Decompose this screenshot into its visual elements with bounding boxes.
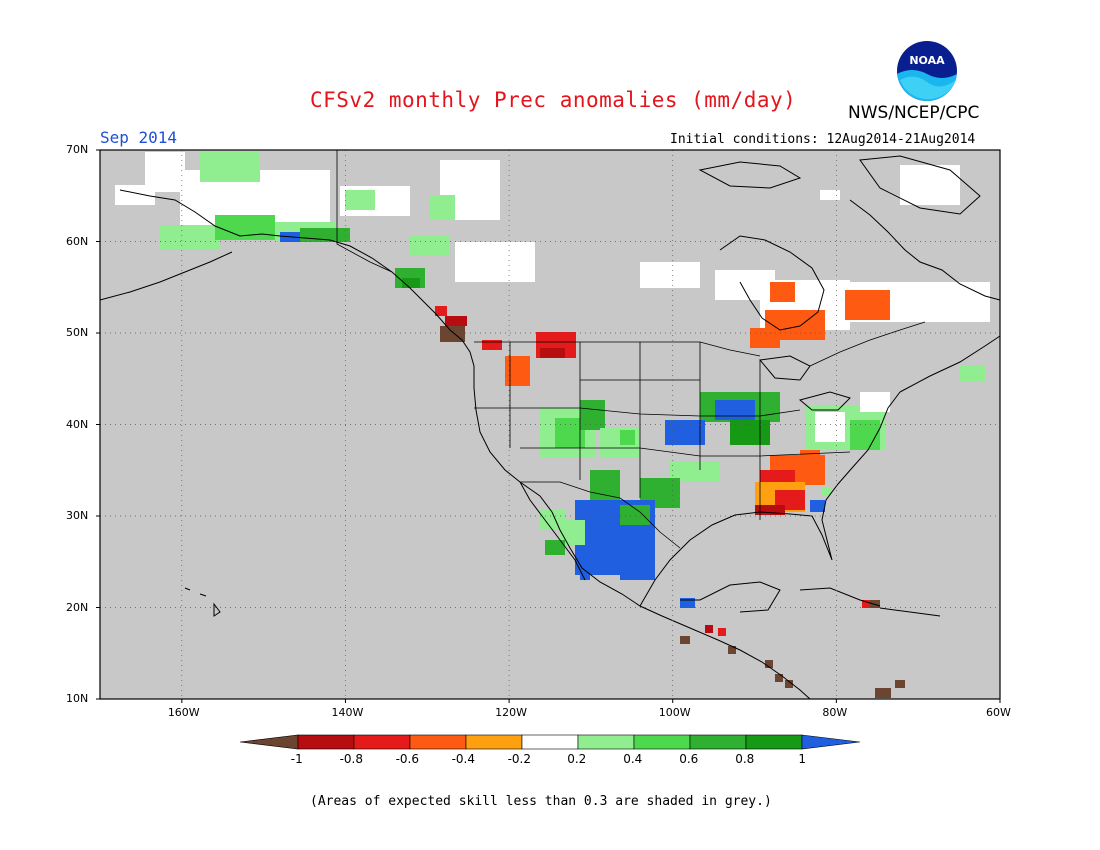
anomaly-patch	[115, 185, 155, 205]
anomaly-patch	[580, 568, 590, 580]
anomaly-patch	[860, 392, 890, 412]
colorbar-swatch	[577, 734, 635, 750]
latitude-label: 10N	[66, 692, 89, 705]
anomaly-patch	[345, 190, 375, 210]
anomaly-patch	[445, 316, 467, 326]
anomaly-patch	[482, 340, 502, 350]
anomaly-patch	[410, 236, 450, 256]
anomaly-patch	[728, 646, 736, 654]
anomaly-patch	[718, 628, 726, 636]
latitude-label: 70N	[66, 143, 89, 156]
anomaly-patch	[900, 165, 960, 205]
coastline-layer	[99, 155, 1001, 700]
colorbar-low-arrow	[239, 734, 299, 750]
anomaly-patch	[680, 598, 695, 608]
anomaly-patch	[775, 674, 783, 682]
longitude-label: 80W	[822, 706, 848, 719]
colorbar	[239, 734, 861, 750]
political-borders-layer	[336, 150, 926, 549]
anomaly-patch	[845, 290, 890, 320]
valid-month-label: Sep 2014	[100, 128, 178, 147]
anomaly-patch	[670, 462, 720, 482]
colorbar-swatch	[521, 734, 579, 750]
colorbar-label: -0.8	[339, 752, 364, 766]
anomaly-patch	[580, 400, 605, 430]
latitude-label: 60N	[66, 234, 89, 248]
skill-footnote: (Areas of expected skill less than 0.3 a…	[310, 794, 772, 809]
latitude-label: 50N	[66, 326, 89, 339]
anomaly-patch	[730, 420, 770, 445]
agency-label: NWS/NCEP/CPC	[848, 103, 980, 123]
anomaly-patch	[770, 282, 795, 302]
colorbar-high-arrow	[801, 734, 861, 750]
anomaly-patch	[815, 412, 845, 442]
colorbar-label: 1	[798, 752, 807, 766]
anomaly-patch	[875, 688, 891, 698]
anomaly-patch	[785, 680, 793, 688]
colorbar-swatch	[297, 734, 355, 750]
colorbar-swatch	[689, 734, 747, 750]
longitude-label: 140W	[331, 706, 364, 719]
colorbar-label: -0.2	[507, 752, 532, 766]
anomaly-patch	[545, 540, 565, 555]
anomaly-patch	[620, 505, 650, 525]
logo-text: NOAA	[909, 54, 945, 67]
colorbar-label: -0.4	[451, 752, 476, 766]
anomaly-patch	[715, 400, 755, 420]
anomaly-patch	[200, 152, 260, 182]
colorbar-label: 0.8	[735, 752, 755, 766]
colorbar-label: -1	[290, 752, 303, 766]
colorbar-label: -0.6	[395, 752, 420, 766]
anomaly-patch	[680, 636, 690, 644]
colorbar-label: 0.4	[623, 752, 643, 766]
anomaly-patch	[540, 348, 565, 358]
anomaly-patch	[540, 510, 565, 530]
colorbar-swatch	[465, 734, 523, 750]
anomaly-patch	[430, 195, 455, 220]
latitude-label: 20N	[66, 600, 89, 614]
anomaly-patch	[440, 326, 465, 342]
anomaly-patch	[402, 278, 420, 288]
anomaly-patch	[822, 487, 832, 495]
colorbar-swatch	[409, 734, 467, 750]
axis-ticks	[96, 149, 1001, 703]
latitude-label: 30N	[66, 509, 89, 522]
anomaly-patch	[640, 262, 700, 288]
anomaly-patch	[960, 366, 985, 382]
anomaly-patch	[590, 470, 620, 500]
colorbar-swatch	[633, 734, 691, 750]
longitude-label: 160W	[167, 706, 200, 719]
noaa-logo: NOAA	[897, 41, 957, 101]
colorbar-label: 0.2	[567, 752, 587, 766]
longitude-label: 100W	[658, 706, 691, 719]
longitude-label: 60W	[986, 706, 1011, 719]
anomaly-patch	[862, 600, 874, 608]
anomaly-patch	[705, 625, 713, 633]
anomaly-patch	[765, 660, 773, 668]
anomaly-patch	[665, 420, 705, 445]
anomaly-patch	[755, 505, 785, 515]
anomaly-patch	[895, 680, 905, 688]
anomaly-patch	[435, 306, 447, 316]
anomaly-patch	[800, 450, 820, 470]
colorbar-swatch	[745, 734, 803, 750]
colorbar-label: 0.6	[679, 752, 699, 766]
anomaly-patch	[215, 215, 275, 240]
longitude-label: 120W	[495, 706, 527, 719]
anomaly-patch	[620, 565, 655, 580]
anomaly-patch	[750, 328, 780, 348]
anomaly-patch	[810, 500, 825, 512]
anomaly-patch	[620, 430, 635, 445]
map-title: CFSv2 monthly Prec anomalies (mm/day)	[310, 88, 797, 112]
colorbar-swatch	[353, 734, 411, 750]
anomaly-patch	[160, 225, 220, 250]
latitude-label: 40N	[66, 417, 89, 431]
lat-lon-gridlines	[100, 150, 1000, 699]
anomaly-patch	[455, 242, 535, 282]
initial-conditions-label: Initial conditions: 12Aug2014-21Aug2014	[670, 132, 976, 147]
anomaly-patch	[820, 190, 840, 200]
anomaly-patch	[850, 420, 880, 450]
